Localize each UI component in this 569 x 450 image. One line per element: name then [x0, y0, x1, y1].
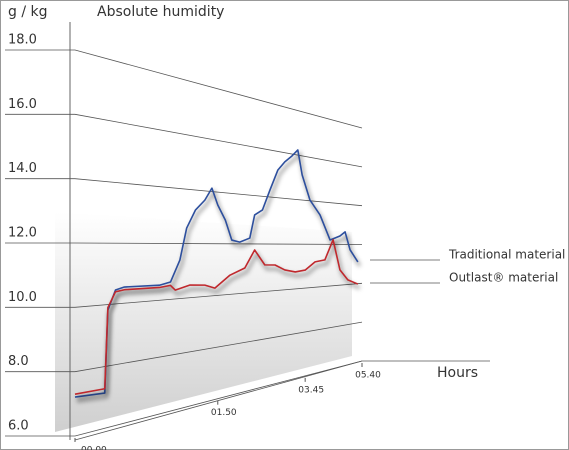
x-axis-label: Hours	[437, 365, 478, 381]
y-tick-label: 6.0	[8, 419, 29, 434]
chart-title: Absolute humidity	[97, 4, 224, 20]
grid-line	[5, 113, 363, 168]
y-tick-label: 8.0	[8, 354, 29, 369]
x-tick-label: 05.40	[355, 371, 381, 381]
y-tick-label: 12.0	[8, 226, 37, 241]
x-axis	[74, 360, 490, 441]
grid-line	[5, 360, 363, 437]
legend-label: Outlast® material	[449, 271, 558, 285]
grid-line	[5, 321, 363, 373]
line-shadow	[76, 238, 361, 400]
y-tick-label: 10.0	[8, 290, 37, 305]
y-axis-label: g / kg	[8, 4, 48, 20]
legend-label: Traditional material	[448, 248, 565, 262]
y-tick-label: 18.0	[8, 33, 37, 48]
y-tick-label: 16.0	[8, 97, 37, 112]
x-tick-label: 03.45	[298, 385, 324, 395]
grid-line	[5, 282, 363, 308]
grid-line	[5, 49, 363, 129]
x-tick-label: 00.00	[81, 446, 107, 450]
series-line	[74, 238, 359, 395]
grid-line	[5, 242, 363, 245]
y-tick-label: 14.0	[8, 161, 37, 176]
x-tick-label: 01.50	[211, 408, 237, 418]
grid-line	[5, 178, 363, 207]
series-line	[74, 149, 359, 398]
